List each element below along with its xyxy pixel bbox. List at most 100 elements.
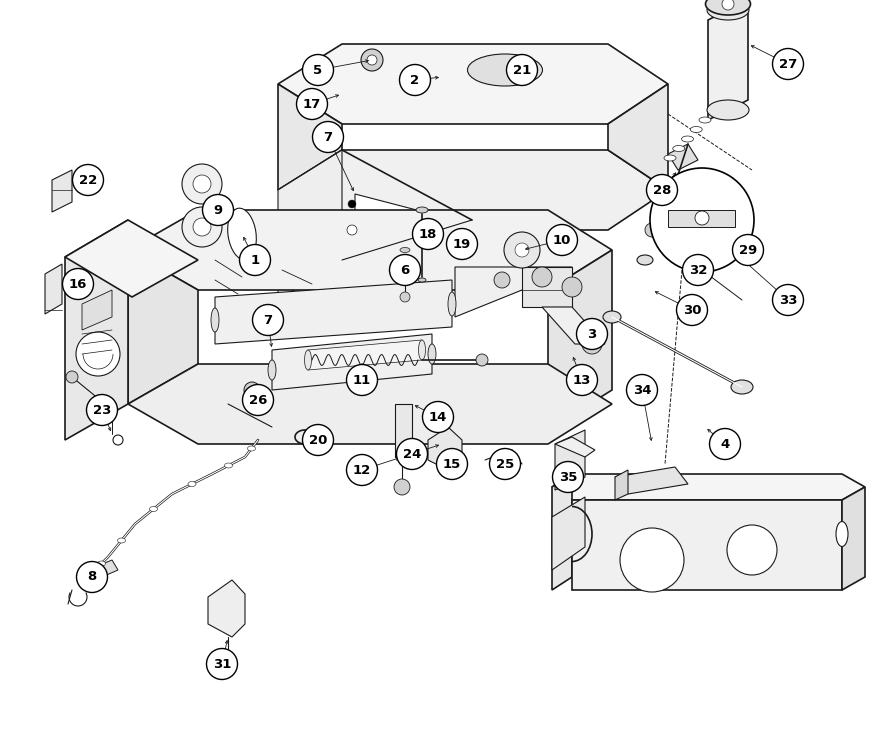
Circle shape — [182, 164, 222, 204]
Ellipse shape — [673, 146, 685, 152]
Ellipse shape — [664, 155, 676, 161]
Ellipse shape — [453, 244, 471, 256]
Ellipse shape — [682, 136, 694, 142]
Text: 12: 12 — [353, 463, 371, 477]
Circle shape — [582, 334, 602, 354]
Polygon shape — [552, 497, 585, 570]
Circle shape — [722, 0, 734, 10]
Ellipse shape — [228, 208, 256, 260]
Polygon shape — [45, 264, 62, 314]
Polygon shape — [708, 0, 748, 120]
Polygon shape — [668, 144, 698, 170]
Circle shape — [532, 267, 552, 287]
Circle shape — [361, 49, 383, 71]
Ellipse shape — [188, 482, 196, 487]
Polygon shape — [615, 467, 688, 494]
Text: 15: 15 — [443, 458, 461, 471]
Circle shape — [562, 277, 582, 297]
Circle shape — [626, 375, 658, 406]
Circle shape — [436, 449, 468, 479]
Polygon shape — [552, 474, 865, 500]
Text: 11: 11 — [353, 373, 371, 386]
Circle shape — [303, 54, 333, 86]
Text: 30: 30 — [683, 304, 702, 316]
Circle shape — [412, 218, 444, 250]
Ellipse shape — [468, 54, 542, 86]
Circle shape — [733, 234, 763, 266]
Text: 19: 19 — [452, 237, 471, 250]
Circle shape — [727, 525, 777, 575]
Ellipse shape — [117, 538, 125, 543]
Circle shape — [666, 181, 678, 193]
Text: 28: 28 — [653, 184, 671, 196]
Ellipse shape — [416, 207, 428, 213]
Polygon shape — [842, 487, 865, 590]
Circle shape — [87, 395, 117, 425]
Circle shape — [347, 365, 377, 395]
Circle shape — [76, 561, 108, 592]
Polygon shape — [208, 580, 245, 637]
Text: 10: 10 — [553, 234, 571, 247]
Text: 29: 29 — [739, 244, 757, 256]
Circle shape — [772, 285, 804, 315]
Polygon shape — [278, 150, 668, 230]
Polygon shape — [428, 427, 462, 470]
Circle shape — [244, 382, 260, 398]
Text: 16: 16 — [69, 277, 87, 291]
Circle shape — [182, 207, 222, 247]
Polygon shape — [395, 404, 412, 457]
Ellipse shape — [225, 463, 232, 468]
Circle shape — [76, 332, 120, 376]
Circle shape — [553, 461, 583, 493]
Circle shape — [710, 428, 740, 460]
Circle shape — [193, 218, 211, 236]
Circle shape — [620, 528, 684, 592]
Text: 6: 6 — [401, 264, 409, 277]
Text: 25: 25 — [495, 458, 514, 471]
Text: 22: 22 — [79, 173, 97, 187]
Text: 18: 18 — [418, 228, 437, 241]
Text: 34: 34 — [633, 384, 651, 397]
Polygon shape — [572, 500, 842, 590]
Circle shape — [253, 305, 283, 335]
Circle shape — [772, 48, 804, 80]
Circle shape — [113, 435, 123, 445]
Ellipse shape — [150, 507, 158, 512]
Circle shape — [313, 122, 343, 152]
Circle shape — [390, 255, 420, 285]
Text: 3: 3 — [588, 327, 597, 340]
Text: 1: 1 — [251, 253, 260, 266]
Circle shape — [506, 54, 538, 86]
Text: 5: 5 — [314, 64, 323, 77]
Polygon shape — [82, 290, 112, 330]
Ellipse shape — [699, 117, 711, 123]
Ellipse shape — [705, 0, 751, 15]
Ellipse shape — [707, 0, 749, 20]
Ellipse shape — [98, 561, 106, 566]
Ellipse shape — [211, 308, 219, 332]
Ellipse shape — [637, 255, 653, 265]
Ellipse shape — [305, 350, 312, 370]
Text: 8: 8 — [88, 570, 97, 583]
Polygon shape — [88, 560, 118, 580]
Polygon shape — [355, 194, 455, 250]
Circle shape — [647, 174, 677, 206]
Circle shape — [347, 225, 357, 235]
Polygon shape — [128, 364, 612, 444]
Circle shape — [73, 165, 104, 195]
Circle shape — [645, 223, 659, 237]
Ellipse shape — [428, 344, 436, 364]
Text: 33: 33 — [779, 294, 797, 307]
Circle shape — [397, 438, 427, 469]
Circle shape — [489, 449, 521, 479]
Ellipse shape — [247, 446, 255, 451]
Text: 24: 24 — [403, 447, 421, 460]
Text: 20: 20 — [309, 433, 327, 447]
Polygon shape — [128, 210, 612, 290]
Circle shape — [348, 200, 356, 208]
Circle shape — [400, 64, 430, 95]
Polygon shape — [668, 210, 735, 227]
Text: 7: 7 — [263, 313, 272, 326]
Polygon shape — [552, 474, 572, 590]
Ellipse shape — [459, 247, 466, 253]
